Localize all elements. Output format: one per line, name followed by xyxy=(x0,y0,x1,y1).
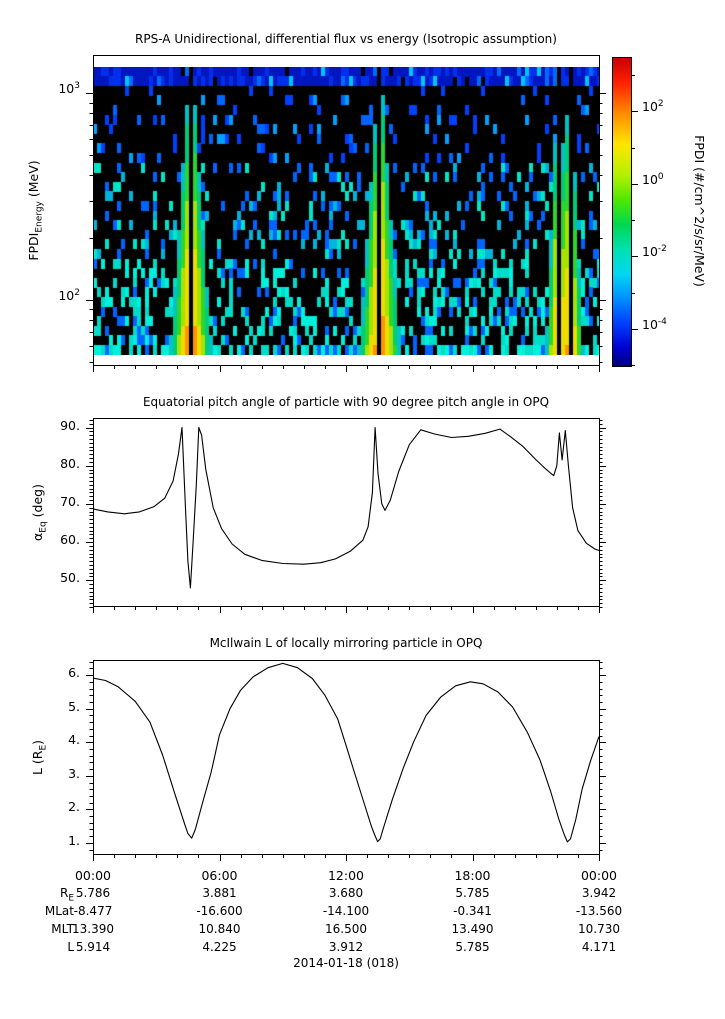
ephemeris-value: 3.942 xyxy=(581,886,617,900)
spectrogram-title: RPS-A Unidirectional, differential flux … xyxy=(135,32,557,46)
y-axis-tick-label: 1. xyxy=(68,832,80,848)
ephemeris-value: 5.786 xyxy=(75,886,111,900)
y-axis-tick-label: 50. xyxy=(60,570,80,586)
date-label: 2014-01-18 (018) xyxy=(293,956,399,970)
y-axis-tick-label: 3. xyxy=(68,765,80,781)
colorbar-tick-label: 10-2 xyxy=(642,244,667,260)
energy-axis-tick-label: 102 xyxy=(58,287,80,304)
ephemeris-value: 16.500 xyxy=(325,922,367,936)
time-axis-label: 00:00 xyxy=(74,868,112,883)
mcilwain-axes xyxy=(86,660,606,861)
ephemeris-row-label: L xyxy=(67,940,74,954)
ephemeris-value: 5.785 xyxy=(455,886,490,900)
spectrogram-ylabel-main: FPDI xyxy=(26,232,41,261)
spectrogram-ylabel-sub: Energy xyxy=(34,201,45,233)
pitch-angle-title: Equatorial pitch angle of particle with … xyxy=(142,395,550,409)
colorbar-tick-label: 102 xyxy=(642,99,664,115)
ephemeris-row-label: MLat xyxy=(44,904,74,918)
ephemeris-value: 13.390 xyxy=(72,922,114,936)
spectrogram-axes xyxy=(86,55,606,372)
spectrogram-ylabel-unit: (MeV) xyxy=(26,160,41,202)
y-axis-tick-label: 90. xyxy=(60,417,80,433)
ephemeris-value: -13.560 xyxy=(575,904,623,918)
y-axis-tick-label: 80. xyxy=(60,455,80,471)
ephemeris-value: -0.341 xyxy=(453,904,492,918)
energy-axis-tick-label: 103 xyxy=(58,81,80,97)
time-axis-label: 12:00 xyxy=(327,868,365,883)
y-axis-tick-label: 2. xyxy=(68,799,80,815)
spectrogram-heatmap xyxy=(93,67,599,355)
panel-border xyxy=(93,55,600,366)
y-axis-tick-label: 6. xyxy=(68,665,80,681)
ephemeris-value: 3.881 xyxy=(202,886,237,900)
mcilwain_l-curve xyxy=(92,662,600,843)
ephemeris-value: 5.914 xyxy=(75,940,111,954)
ephemeris-value: 4.171 xyxy=(581,940,617,954)
mcilwain-ylabel: L (RE) xyxy=(30,660,49,855)
time-axis-label: 06:00 xyxy=(201,868,238,883)
equatorial_pitch_angle-curve xyxy=(92,426,600,589)
spectrogram-ylabel: FPDIEnergy (MeV) xyxy=(26,55,45,366)
ephemeris-row-label: RE xyxy=(59,886,74,904)
ephemeris-value: -14.100 xyxy=(322,904,370,918)
ephemeris-row-label: MLT xyxy=(51,922,74,936)
ephemeris-value: 10.840 xyxy=(198,922,241,936)
ephemeris-value: 5.785 xyxy=(455,940,490,954)
panel-border xyxy=(93,660,600,855)
pitch-angle-axes xyxy=(86,418,606,613)
ephemeris-value: 4.225 xyxy=(202,940,237,954)
ephemeris-value: 10.730 xyxy=(578,922,620,936)
y-axis-tick-label: 60. xyxy=(60,532,80,548)
ephemeris-value: -8.477 xyxy=(73,904,113,918)
y-axis-tick-label: 4. xyxy=(68,732,80,748)
pitch-angle-ylabel-sub: Eq xyxy=(38,521,49,533)
time-axis-label: 18:00 xyxy=(454,868,491,883)
ephemeris-value: -16.600 xyxy=(196,904,243,918)
ephemeris-value: 13.490 xyxy=(451,922,494,936)
y-axis-tick-label: 70. xyxy=(60,493,80,509)
ephemeris-value: 3.680 xyxy=(328,886,364,900)
colorbar-gradient xyxy=(612,57,632,367)
time-axis-label: 00:00 xyxy=(580,868,618,883)
colorbar-tick-label: 10-4 xyxy=(642,316,667,332)
mcilwain-title: McIlwain L of locally mirroring particle… xyxy=(209,636,483,650)
colorbar-tick-label: 100 xyxy=(642,171,664,187)
colorbar-ticks xyxy=(631,75,638,366)
ephemeris-value: 3.912 xyxy=(328,940,364,954)
y-axis-tick-label: 5. xyxy=(68,698,80,714)
